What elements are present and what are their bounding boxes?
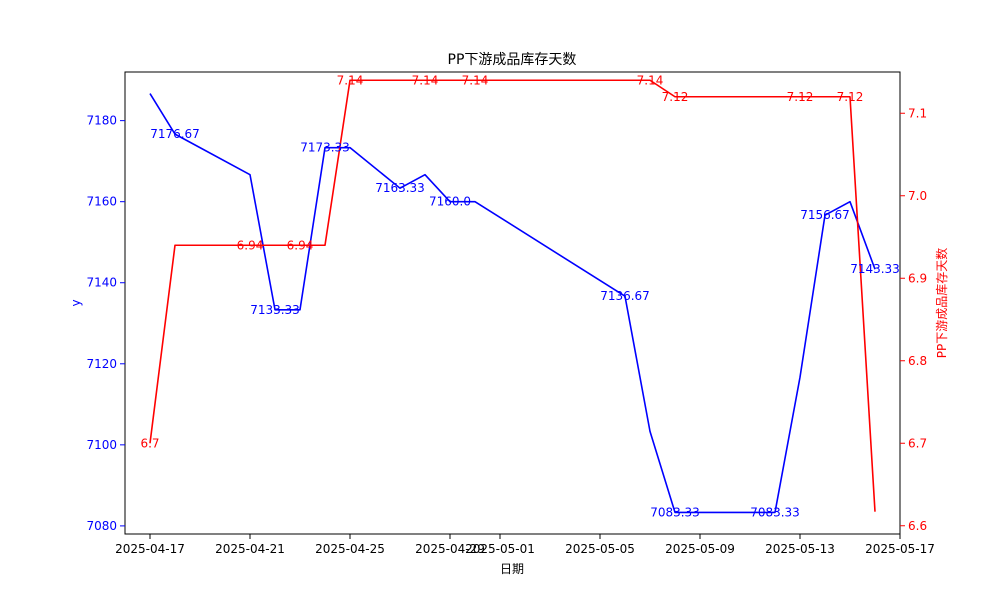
left-y-tick-label: 7080 [86, 519, 117, 533]
right-y-axis-ticks: 6.6 6.7 6.8 6.9 7.0 7.1 [900, 106, 927, 533]
left-series-data-label: 7083.33 [650, 505, 700, 519]
right-series-data-label: 6.94 [237, 238, 264, 252]
left-y-tick-label: 7160 [86, 195, 117, 209]
left-series-data-label: 7160.0 [429, 195, 471, 209]
left-series-data-label: 7156.67 [800, 208, 850, 222]
left-series-data-label: 7136.67 [600, 289, 650, 303]
left-series-data-label: 7163.33 [375, 181, 425, 195]
series-layer [149, 79, 876, 514]
right-series-data-label: 7.14 [637, 73, 664, 87]
x-tick-label: 2025-05-17 [865, 542, 935, 556]
left-axis-series-line [149, 93, 876, 514]
x-tick-label: 2025-04-17 [115, 542, 185, 556]
right-series-data-label: 6.94 [287, 238, 314, 252]
right-y-tick-label: 7.0 [908, 189, 927, 203]
x-tick-label: 2025-04-29 [415, 542, 485, 556]
x-tick-label: 2025-05-13 [765, 542, 835, 556]
right-y-tick-label: 6.7 [908, 436, 927, 450]
x-tick-label: 2025-05-01 [465, 542, 535, 556]
right-y-axis-title: PP下游成品库存天数 [934, 248, 949, 358]
right-series-data-label: 7.14 [337, 73, 364, 87]
x-tick-label: 2025-04-21 [215, 542, 285, 556]
right-series-data-label: 6.7 [140, 436, 159, 450]
right-series-data-label: 7.12 [787, 90, 814, 104]
data-label-layer: 7176.67 7133.33 7173.33 7163.33 7160.0 7136.6… [140, 73, 899, 519]
left-y-tick-label: 7100 [86, 438, 117, 452]
left-y-tick-label: 7120 [86, 357, 117, 371]
plot-frame [124, 71, 901, 535]
x-tick-label: 2025-05-09 [665, 542, 735, 556]
right-y-tick-label: 6.6 [908, 519, 927, 533]
right-y-tick-label: 7.1 [908, 106, 927, 120]
left-series-data-label: 7133.33 [250, 303, 300, 317]
right-series-data-label: 7.14 [412, 73, 439, 87]
left-series-data-label: 7176.67 [150, 127, 200, 141]
right-y-tick-label: 6.8 [908, 354, 927, 368]
x-tick-label: 2025-05-05 [565, 542, 635, 556]
left-series-data-label: 7083.33 [750, 505, 800, 519]
left-series-data-label: 7173.33 [300, 141, 350, 155]
left-y-tick-label: 7180 [86, 114, 117, 128]
right-y-tick-label: 6.9 [908, 271, 927, 285]
left-y-tick-label: 7140 [86, 276, 117, 290]
right-axis-series-line [149, 79, 876, 512]
left-y-axis-ticks: 7080 7100 7120 7140 7160 7180 [86, 114, 125, 533]
left-y-axis-title: y [69, 299, 83, 306]
x-axis-ticks: 2025-04-17 2025-04-21 2025-04-25 2025-04-29… [115, 534, 935, 556]
x-axis-title: 日期 [500, 562, 524, 576]
left-series-data-label: 7143.33 [850, 262, 900, 276]
right-series-data-label: 7.14 [462, 73, 489, 87]
chart-title: PP下游成品库存天数 [448, 52, 577, 68]
right-series-data-label: 7.12 [837, 90, 864, 104]
x-tick-label: 2025-04-25 [315, 542, 385, 556]
right-series-data-label: 7.12 [662, 90, 689, 104]
